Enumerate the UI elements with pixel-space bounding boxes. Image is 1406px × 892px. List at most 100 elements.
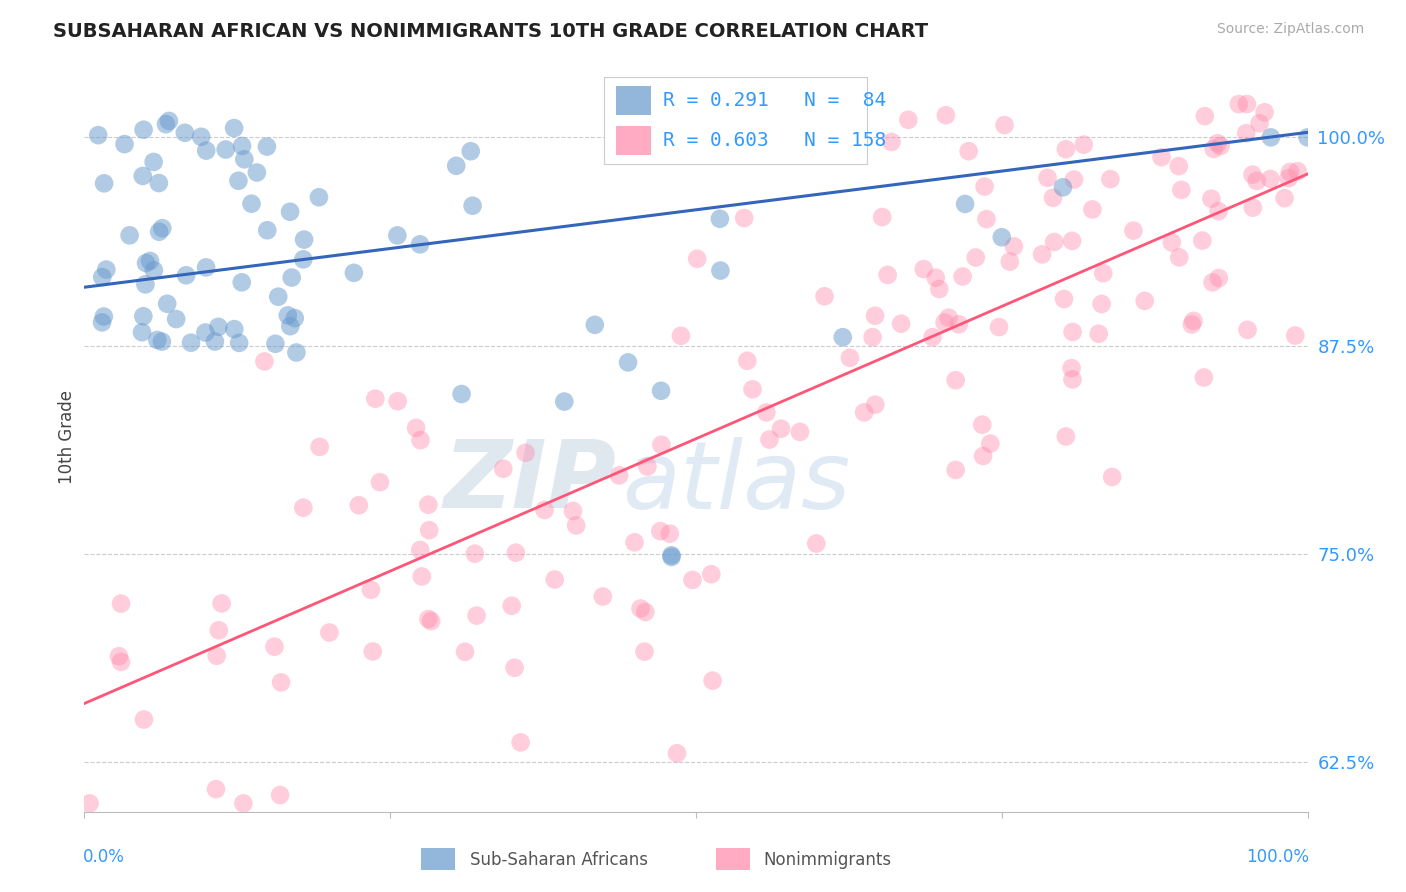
- Point: [418, 523, 440, 537]
- Point: [214, 143, 236, 157]
- Point: [1201, 276, 1223, 290]
- Point: [1062, 325, 1084, 339]
- Point: [292, 252, 315, 267]
- Point: [658, 526, 681, 541]
- Point: [132, 122, 155, 136]
- Point: [737, 353, 759, 368]
- Point: [533, 503, 555, 517]
- Point: [1054, 429, 1077, 443]
- Bar: [420, 847, 456, 871]
- Point: [292, 500, 315, 515]
- Point: [204, 334, 226, 349]
- Point: [460, 145, 482, 159]
- Point: [267, 290, 290, 304]
- Point: [544, 573, 567, 587]
- Point: [938, 310, 960, 325]
- Point: [285, 345, 308, 359]
- Point: [165, 312, 187, 326]
- Point: [256, 223, 278, 237]
- Point: [988, 320, 1011, 334]
- Point: [1279, 165, 1302, 179]
- Point: [93, 310, 115, 324]
- Point: [1236, 323, 1258, 337]
- Point: [207, 319, 229, 334]
- Point: [1150, 150, 1173, 164]
- Point: [1170, 183, 1192, 197]
- Point: [870, 210, 893, 224]
- Point: [972, 417, 994, 432]
- Point: [1054, 142, 1077, 156]
- Point: [263, 640, 285, 654]
- Point: [253, 354, 276, 368]
- Point: [979, 436, 1001, 450]
- Point: [952, 269, 974, 284]
- Point: [1286, 164, 1309, 178]
- Point: [1081, 202, 1104, 217]
- Point: [91, 315, 114, 329]
- Bar: [616, 126, 651, 154]
- Point: [1168, 251, 1191, 265]
- Point: [965, 251, 987, 265]
- Point: [146, 333, 169, 347]
- Point: [269, 788, 291, 802]
- Point: [246, 165, 269, 179]
- Point: [953, 197, 976, 211]
- Point: [134, 277, 156, 292]
- Point: [1091, 297, 1114, 311]
- Text: Sub-Saharan Africans: Sub-Saharan Africans: [470, 852, 648, 870]
- Point: [565, 518, 588, 533]
- Point: [831, 330, 853, 344]
- Point: [650, 524, 672, 538]
- Point: [758, 433, 780, 447]
- Point: [925, 270, 948, 285]
- Point: [1060, 234, 1083, 248]
- Text: SUBSAHARAN AFRICAN VS NONIMMIGRANTS 10TH GRADE CORRELATION CHART: SUBSAHARAN AFRICAN VS NONIMMIGRANTS 10TH…: [53, 22, 928, 41]
- Point: [194, 326, 217, 340]
- Point: [1246, 174, 1268, 188]
- Point: [617, 355, 640, 369]
- Point: [79, 797, 101, 811]
- Bar: [605, 78, 868, 163]
- Point: [948, 318, 970, 332]
- Point: [1234, 126, 1257, 140]
- Point: [1031, 247, 1053, 261]
- Point: [1062, 372, 1084, 386]
- Point: [308, 190, 330, 204]
- Point: [702, 673, 724, 688]
- Point: [853, 405, 876, 419]
- Point: [110, 597, 132, 611]
- Text: ZIP: ZIP: [443, 436, 616, 528]
- Point: [665, 747, 688, 761]
- Point: [318, 625, 340, 640]
- Point: [132, 713, 155, 727]
- Point: [195, 144, 218, 158]
- Point: [1182, 314, 1205, 328]
- Point: [270, 675, 292, 690]
- Point: [360, 582, 382, 597]
- Point: [465, 608, 488, 623]
- Point: [993, 118, 1015, 132]
- Point: [277, 309, 299, 323]
- Point: [1206, 136, 1229, 151]
- Point: [118, 228, 141, 243]
- Point: [1227, 97, 1250, 112]
- Point: [108, 649, 131, 664]
- Point: [1042, 191, 1064, 205]
- Point: [409, 543, 432, 558]
- Point: [228, 174, 250, 188]
- Point: [592, 590, 614, 604]
- Point: [1160, 235, 1182, 250]
- Point: [709, 211, 731, 226]
- Point: [686, 252, 709, 266]
- Point: [1101, 470, 1123, 484]
- Point: [278, 319, 301, 334]
- Point: [87, 128, 110, 143]
- Point: [418, 498, 440, 512]
- Point: [912, 262, 935, 277]
- Point: [142, 263, 165, 277]
- Point: [1192, 370, 1215, 384]
- Point: [190, 129, 212, 144]
- Point: [976, 212, 998, 227]
- Point: [224, 121, 246, 136]
- Text: 100.0%: 100.0%: [1246, 848, 1309, 866]
